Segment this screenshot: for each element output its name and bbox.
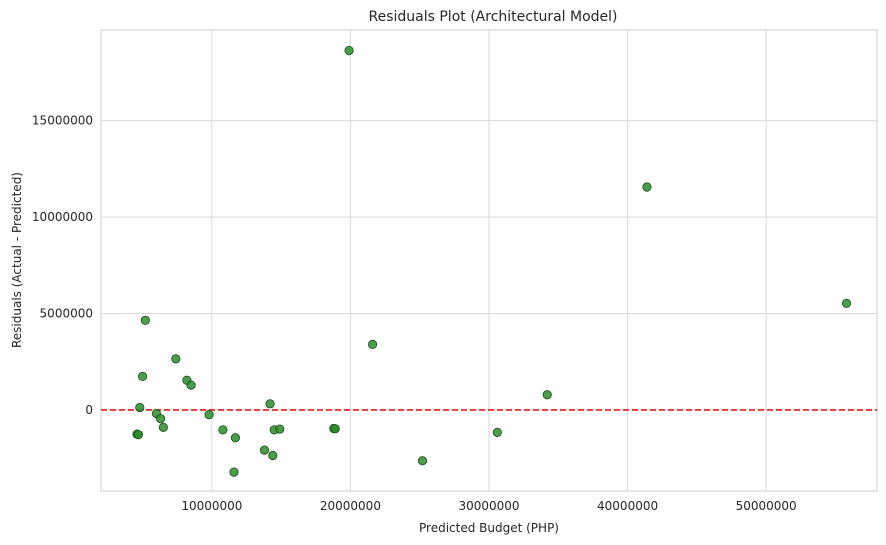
x-tick-label: 30000000 [458, 499, 519, 513]
data-point [542, 390, 552, 400]
data-point [367, 339, 378, 350]
y-tick-label: 5000000 [40, 307, 93, 321]
x-tick-label: 40000000 [597, 499, 658, 513]
x-axis-title: Predicted Budget (PHP) [419, 521, 559, 535]
x-tick-label: 10000000 [181, 499, 242, 513]
y-tick-label: 15000000 [32, 114, 93, 128]
data-point [265, 399, 275, 409]
data-points [132, 45, 852, 477]
data-point [171, 354, 181, 364]
data-point [218, 425, 228, 435]
x-tick-label: 50000000 [736, 499, 797, 513]
y-tick-label: 10000000 [32, 210, 93, 224]
data-point [137, 371, 148, 382]
data-point [330, 424, 340, 434]
data-point [229, 467, 239, 477]
data-point [268, 450, 278, 461]
data-point [158, 422, 168, 432]
data-point [642, 182, 652, 192]
data-point [133, 430, 144, 440]
data-point [841, 298, 852, 308]
chart-title: Residuals Plot (Architectural Model) [369, 9, 618, 25]
y-tick-label: 0 [85, 403, 93, 417]
data-point [344, 45, 354, 56]
tick-labels: 10000000 20000000 30000000 40000000 50000000… [32, 114, 797, 513]
data-point [492, 427, 502, 437]
data-point [186, 380, 196, 390]
data-point [140, 315, 150, 325]
data-point [259, 445, 270, 455]
data-point [417, 456, 428, 466]
data-point [204, 410, 214, 420]
x-tick-label: 20000000 [320, 499, 381, 513]
data-point [155, 414, 166, 424]
data-point [135, 402, 145, 413]
y-axis-title: Residuals (Actual - Predicted) [10, 172, 24, 348]
data-point [230, 433, 241, 443]
data-point [275, 424, 285, 434]
